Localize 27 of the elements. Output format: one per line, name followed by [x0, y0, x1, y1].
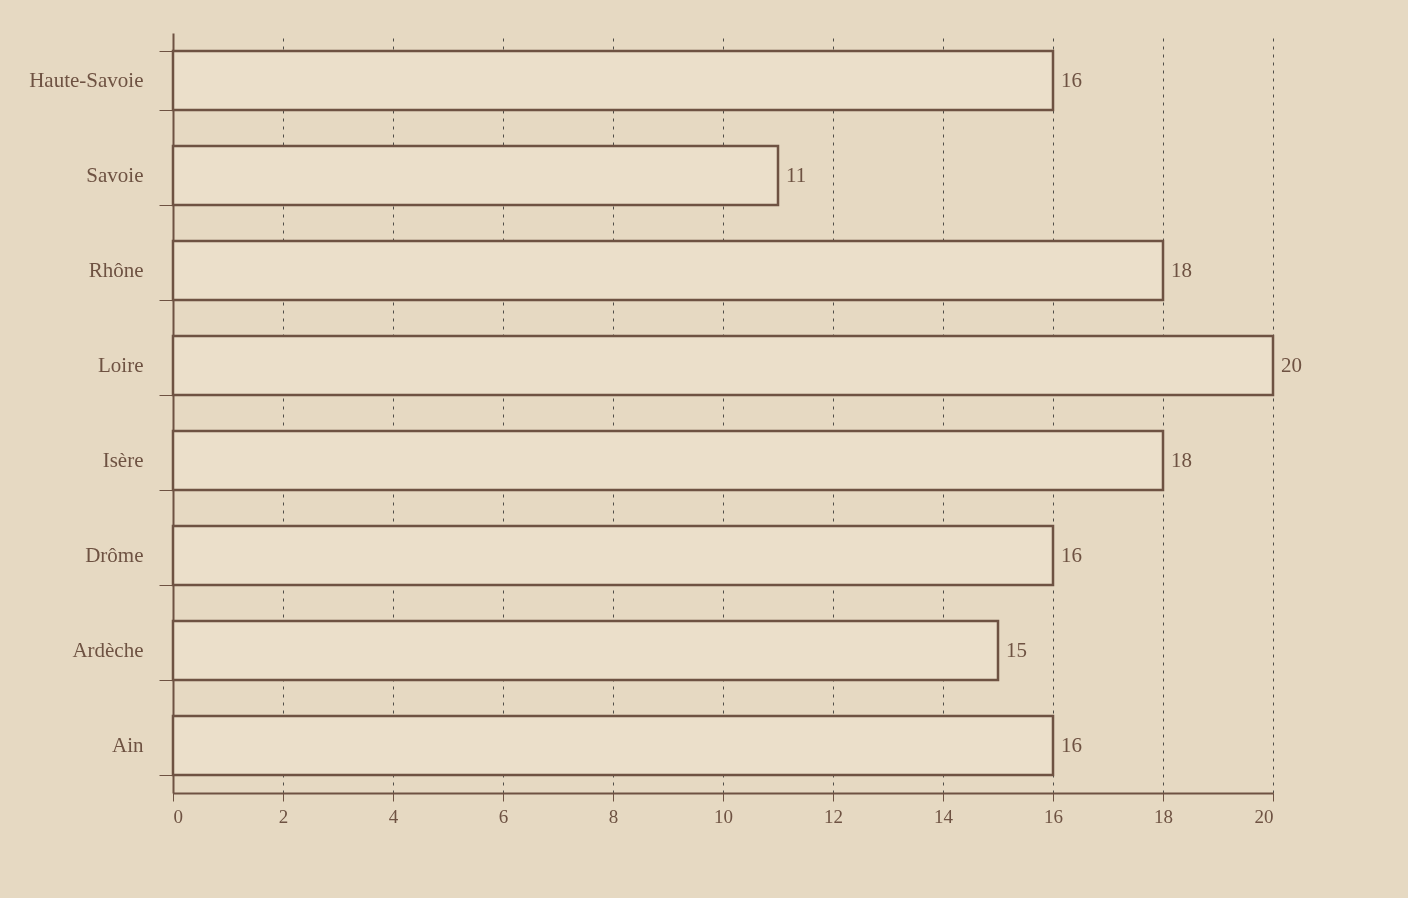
data-label: 15 — [1006, 637, 1027, 662]
x-tick-label: 20 — [1254, 805, 1274, 827]
y-tick-label: Rhône — [88, 258, 144, 282]
data-label: 16 — [1061, 67, 1082, 92]
y-tick-label: Loire — [98, 353, 144, 377]
data-label: 18 — [1171, 257, 1192, 282]
x-tick-label: 16 — [1044, 805, 1063, 827]
y-tick-label: Savoie — [86, 163, 144, 187]
data-label: 20 — [1281, 352, 1302, 377]
data-label: 16 — [1061, 542, 1082, 567]
y-tick-label: Ain — [112, 733, 144, 757]
y-tick-label: Haute-Savoie — [29, 68, 144, 92]
x-tick-label: 14 — [934, 805, 954, 827]
y-tick-label: Isère — [102, 448, 144, 472]
x-tick-label: 4 — [388, 805, 399, 827]
x-tick-label: 12 — [824, 805, 843, 827]
x-tick-label: 8 — [608, 805, 619, 827]
x-tick-label: 18 — [1154, 805, 1173, 827]
x-tick-label: 6 — [498, 805, 509, 827]
data-label: 16 — [1061, 732, 1082, 757]
data-label: 11 — [786, 162, 807, 187]
y-tick-label: Ardèche — [72, 638, 144, 662]
x-tick-label: 0 — [173, 805, 183, 827]
y-tick-label: Drôme — [85, 543, 144, 567]
x-tick-label: 2 — [278, 805, 289, 827]
x-tick-label: 10 — [714, 805, 733, 827]
data-label: 18 — [1171, 447, 1192, 472]
